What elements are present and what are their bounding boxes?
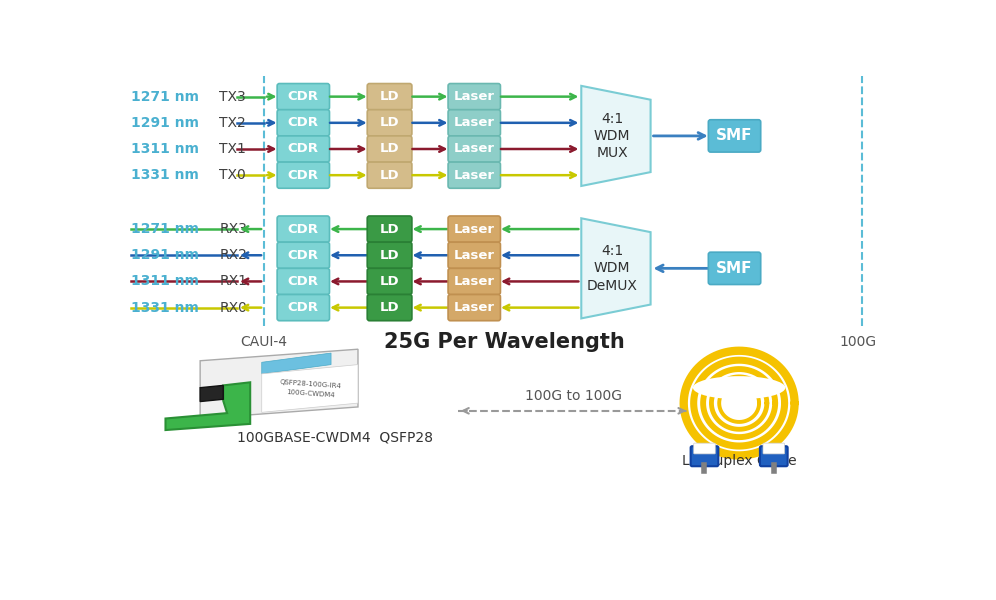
FancyBboxPatch shape [708, 252, 761, 284]
Text: Laser: Laser [454, 275, 495, 288]
Text: RX0: RX0 [219, 301, 247, 314]
FancyBboxPatch shape [277, 216, 330, 242]
FancyBboxPatch shape [368, 216, 412, 242]
Text: TX3: TX3 [219, 89, 246, 104]
Text: 1311 nm: 1311 nm [130, 274, 199, 289]
Polygon shape [165, 382, 250, 430]
Text: Laser: Laser [454, 223, 495, 236]
Text: 1291 nm: 1291 nm [130, 248, 199, 262]
Polygon shape [200, 349, 358, 419]
Text: QSFP28-100G-IR4: QSFP28-100G-IR4 [279, 379, 342, 389]
Text: CAUI-4: CAUI-4 [241, 335, 288, 349]
Text: 25G Per Wavelength: 25G Per Wavelength [383, 332, 624, 352]
Text: 1331 nm: 1331 nm [130, 301, 199, 314]
Text: 1271 nm: 1271 nm [130, 222, 199, 236]
Text: Laser: Laser [454, 169, 495, 182]
FancyBboxPatch shape [277, 295, 330, 321]
FancyBboxPatch shape [693, 443, 715, 454]
Text: 4:1
WDM
DeMUX: 4:1 WDM DeMUX [587, 244, 637, 293]
Polygon shape [262, 365, 358, 412]
FancyBboxPatch shape [368, 83, 412, 110]
Text: LD: LD [379, 169, 399, 182]
FancyBboxPatch shape [448, 136, 500, 162]
FancyBboxPatch shape [708, 120, 761, 152]
FancyBboxPatch shape [277, 136, 330, 162]
FancyBboxPatch shape [448, 268, 500, 295]
Text: 100G to 100G: 100G to 100G [525, 389, 622, 403]
Text: RX2: RX2 [219, 248, 247, 262]
FancyBboxPatch shape [277, 162, 330, 188]
Text: Laser: Laser [454, 90, 495, 103]
Text: 100G-CWDM4: 100G-CWDM4 [286, 389, 335, 398]
Text: CDR: CDR [288, 90, 319, 103]
Text: CDR: CDR [288, 275, 319, 288]
Text: 100GBASE-CWDM4  QSFP28: 100GBASE-CWDM4 QSFP28 [237, 431, 433, 445]
Text: CDR: CDR [288, 142, 319, 155]
Text: LD: LD [379, 90, 399, 103]
Text: 1331 nm: 1331 nm [130, 168, 199, 182]
FancyBboxPatch shape [368, 295, 412, 321]
Text: CDR: CDR [288, 116, 319, 130]
FancyBboxPatch shape [448, 162, 500, 188]
FancyBboxPatch shape [763, 443, 785, 454]
FancyBboxPatch shape [368, 268, 412, 295]
Text: Laser: Laser [454, 116, 495, 130]
Ellipse shape [693, 376, 785, 399]
Text: CDR: CDR [288, 169, 319, 182]
Text: LC Duplex Cable: LC Duplex Cable [682, 454, 797, 468]
FancyBboxPatch shape [277, 242, 330, 268]
FancyBboxPatch shape [368, 242, 412, 268]
Text: CDR: CDR [288, 223, 319, 236]
FancyBboxPatch shape [448, 216, 500, 242]
Text: Laser: Laser [454, 301, 495, 314]
Text: RX3: RX3 [219, 222, 247, 236]
FancyBboxPatch shape [368, 136, 412, 162]
Text: LD: LD [379, 116, 399, 130]
Text: TX2: TX2 [219, 116, 246, 130]
Text: LD: LD [379, 301, 399, 314]
Text: 1271 nm: 1271 nm [130, 89, 199, 104]
Text: TX0: TX0 [219, 168, 246, 182]
Text: 4:1
WDM
MUX: 4:1 WDM MUX [594, 112, 630, 160]
FancyBboxPatch shape [448, 83, 500, 110]
FancyBboxPatch shape [690, 446, 718, 466]
Text: SMF: SMF [716, 261, 753, 276]
FancyBboxPatch shape [368, 162, 412, 188]
FancyBboxPatch shape [760, 446, 788, 466]
FancyBboxPatch shape [277, 83, 330, 110]
Text: 1311 nm: 1311 nm [130, 142, 199, 156]
Text: SMF: SMF [716, 128, 753, 143]
Polygon shape [582, 218, 650, 319]
FancyBboxPatch shape [448, 242, 500, 268]
Text: Laser: Laser [454, 249, 495, 262]
Text: 1291 nm: 1291 nm [130, 116, 199, 130]
Text: LD: LD [379, 142, 399, 155]
Text: CDR: CDR [288, 249, 319, 262]
FancyBboxPatch shape [448, 110, 500, 136]
FancyBboxPatch shape [277, 110, 330, 136]
Text: Laser: Laser [454, 142, 495, 155]
Polygon shape [262, 353, 331, 374]
FancyBboxPatch shape [448, 295, 500, 321]
FancyBboxPatch shape [368, 110, 412, 136]
Polygon shape [200, 385, 223, 401]
Text: RX1: RX1 [219, 274, 247, 289]
Text: LD: LD [379, 275, 399, 288]
Polygon shape [582, 86, 650, 186]
Text: TX1: TX1 [219, 142, 246, 156]
Text: CDR: CDR [288, 301, 319, 314]
Text: LD: LD [379, 249, 399, 262]
Text: 100G: 100G [840, 335, 877, 349]
Text: LD: LD [379, 223, 399, 236]
FancyBboxPatch shape [277, 268, 330, 295]
